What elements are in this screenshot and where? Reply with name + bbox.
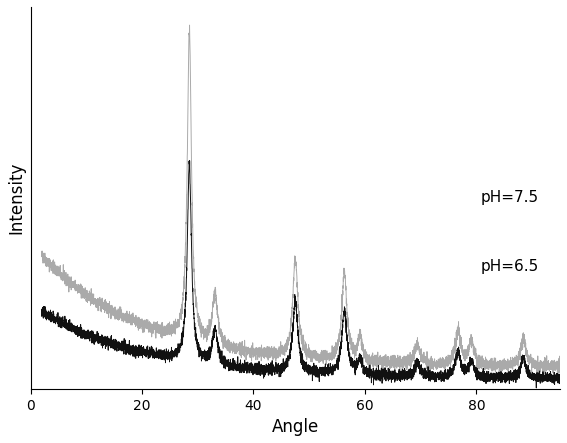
Y-axis label: Intensity: Intensity [7,162,25,234]
Text: pH=7.5: pH=7.5 [481,190,539,206]
X-axis label: Angle: Angle [272,418,319,436]
Text: pH=6.5: pH=6.5 [481,259,539,274]
